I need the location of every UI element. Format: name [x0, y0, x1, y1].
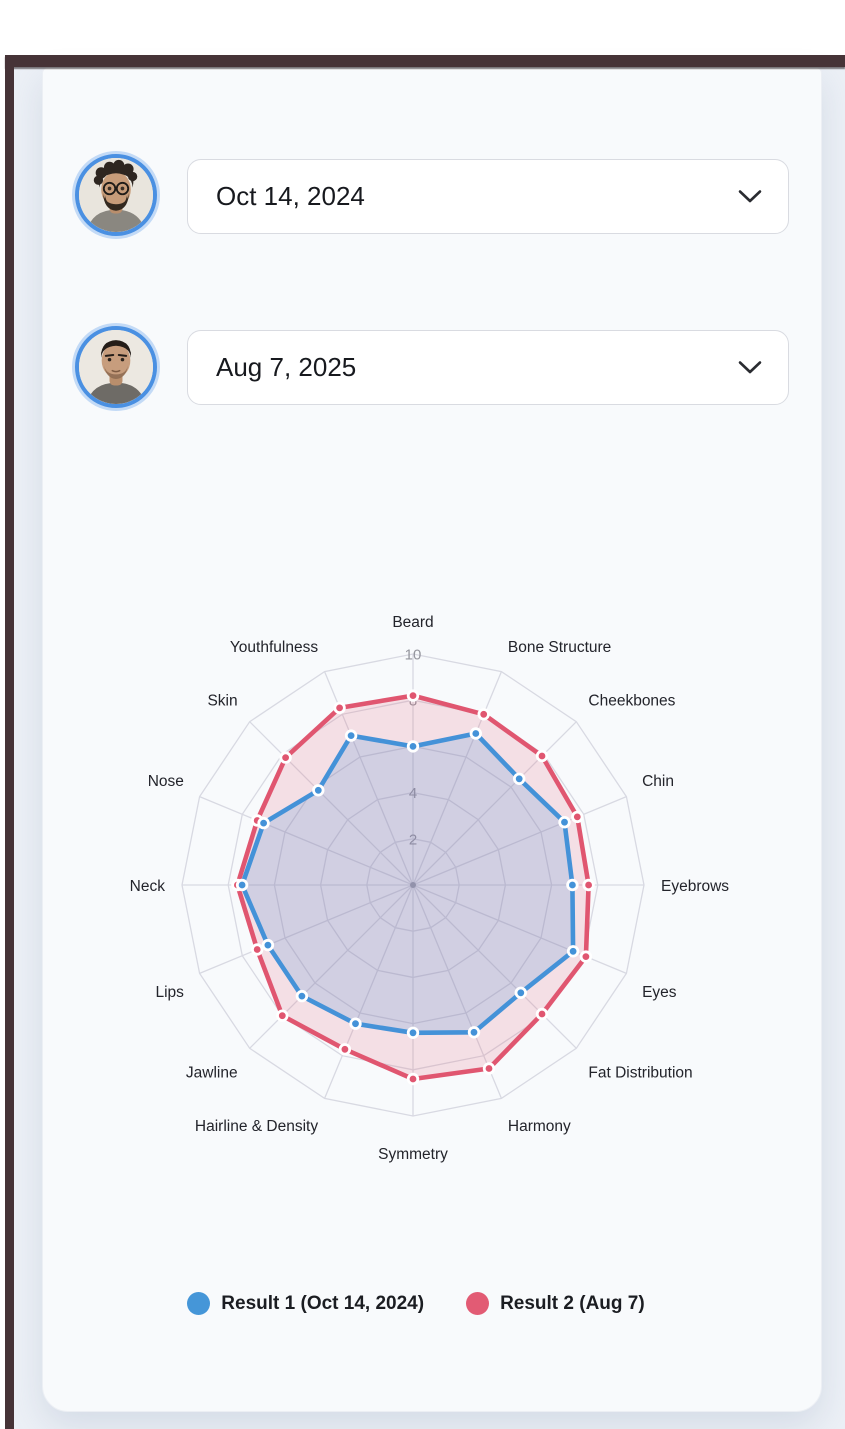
radar-chart: 246810BeardBone StructureCheekbonesChinE…: [130, 614, 730, 1163]
result-2-date-select[interactable]: Aug 7, 2025: [187, 330, 789, 405]
avatar-result-2: [75, 326, 157, 408]
svg-text:Fat Distribution: Fat Distribution: [588, 1064, 692, 1081]
legend-label-result-2: Result 2 (Aug 7): [500, 1292, 645, 1314]
svg-text:Chin: Chin: [642, 773, 674, 790]
svg-text:4: 4: [409, 785, 417, 802]
svg-text:Jawline: Jawline: [186, 1064, 238, 1081]
result-1-date-value: Oct 14, 2024: [216, 181, 365, 211]
svg-text:Youthfulness: Youthfulness: [230, 639, 318, 656]
svg-text:Harmony: Harmony: [508, 1118, 571, 1135]
svg-text:10: 10: [405, 647, 422, 664]
svg-text:Skin: Skin: [207, 693, 237, 710]
legend-dot-result-1: [187, 1292, 211, 1315]
svg-text:Cheekbones: Cheekbones: [588, 693, 675, 710]
svg-text:Symmetry: Symmetry: [378, 1146, 448, 1163]
legend-item-result-1[interactable]: Result 1 (Oct 14, 2024): [187, 1292, 424, 1315]
svg-text:Hairline & Density: Hairline & Density: [195, 1118, 318, 1135]
svg-text:Eyebrows: Eyebrows: [661, 878, 729, 895]
legend-label-result-1: Result 1 (Oct 14, 2024): [221, 1292, 425, 1314]
svg-text:Neck: Neck: [130, 878, 166, 895]
avatar-result-1: [75, 154, 157, 236]
legend-dot-result-2: [466, 1292, 490, 1315]
svg-text:Beard: Beard: [392, 614, 433, 631]
chevron-down-icon: [738, 361, 762, 374]
avatar-result-2-photo: [79, 330, 153, 404]
svg-text:2: 2: [409, 831, 417, 848]
comparison-card: Result 1: [42, 67, 822, 1412]
window-frame-top-bar: [5, 55, 845, 67]
svg-text:Lips: Lips: [155, 984, 184, 1001]
chart-legend: Result 1 (Oct 14, 2024) Result 2 (Aug 7): [61, 1292, 771, 1315]
result-1-date-select[interactable]: Oct 14, 2024: [187, 159, 789, 234]
svg-text:Nose: Nose: [148, 773, 184, 790]
result-2-date-value: Aug 7, 2025: [216, 352, 357, 382]
svg-text:Bone Structure: Bone Structure: [508, 639, 611, 656]
window-frame-left-bar: [5, 55, 14, 1429]
avatar-result-1-photo: [79, 158, 153, 232]
page-background: Result 1: [14, 67, 845, 1429]
svg-text:Eyes: Eyes: [642, 984, 677, 1001]
legend-item-result-2[interactable]: Result 2 (Aug 7): [466, 1292, 645, 1315]
chevron-down-icon: [738, 190, 762, 203]
